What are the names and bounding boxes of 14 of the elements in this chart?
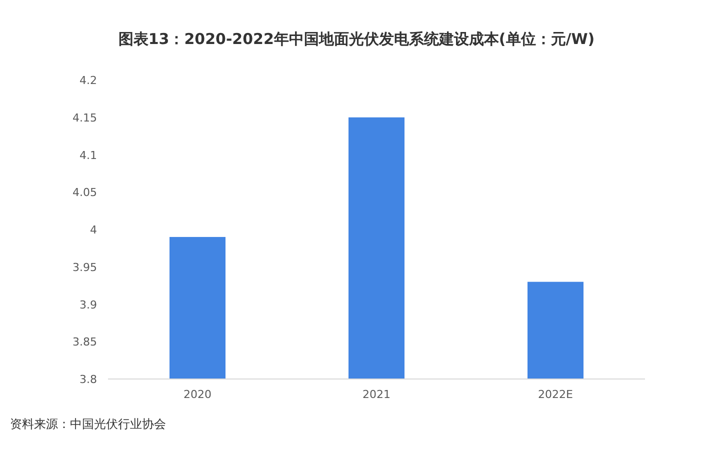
y-tick-label: 4.1 xyxy=(80,148,97,162)
chart-title: 图表13：2020-2022年中国地面光伏发电系统建设成本(单位：元/W) xyxy=(118,30,595,48)
y-tick-label: 3.8 xyxy=(80,373,97,386)
y-tick-label: 4.05 xyxy=(72,186,97,200)
x-tick-label: 2022E xyxy=(538,388,574,401)
y-tick-label: 4.15 xyxy=(72,111,97,124)
y-tick-label: 3.9 xyxy=(80,298,97,312)
y-tick-label: 3.95 xyxy=(72,260,97,274)
x-tick-label: 2021 xyxy=(362,388,390,401)
y-tick-label: 4 xyxy=(90,224,97,236)
text: 资料来源：中国光伏行业协会 xyxy=(10,417,166,431)
y-tick-label: 3.85 xyxy=(72,336,97,349)
y-tick-label: 4.2 xyxy=(80,74,97,87)
x-tick-label: 2020 xyxy=(184,388,212,401)
